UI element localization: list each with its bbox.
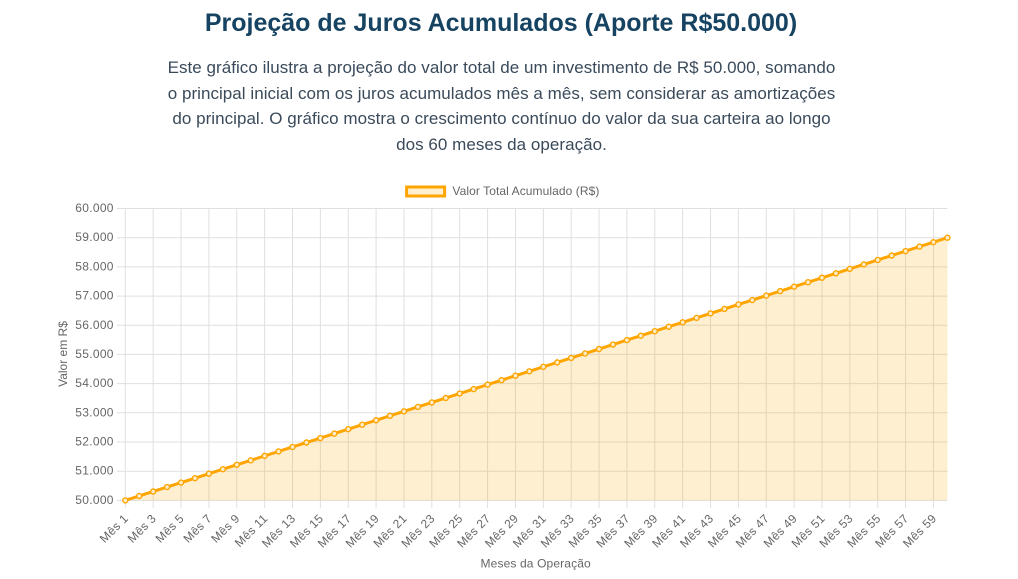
svg-text:Valor Total Acumulado (R$): Valor Total Acumulado (R$) — [452, 184, 599, 198]
svg-text:59.000: 59.000 — [75, 230, 114, 244]
svg-text:51.000: 51.000 — [75, 464, 114, 478]
svg-text:58.000: 58.000 — [75, 259, 114, 273]
svg-text:53.000: 53.000 — [75, 405, 114, 419]
svg-text:60.000: 60.000 — [75, 201, 114, 215]
svg-text:50.000: 50.000 — [75, 493, 114, 507]
svg-text:Mês 5: Mês 5 — [153, 511, 187, 545]
svg-text:57.000: 57.000 — [75, 289, 114, 303]
svg-text:54.000: 54.000 — [75, 376, 114, 390]
svg-text:Mês 3: Mês 3 — [125, 511, 159, 545]
svg-text:Valor em R$: Valor em R$ — [56, 321, 70, 387]
svg-text:55.000: 55.000 — [75, 347, 114, 361]
svg-text:Mês 1: Mês 1 — [97, 511, 131, 545]
svg-text:56.000: 56.000 — [75, 318, 114, 332]
svg-text:Mês 7: Mês 7 — [180, 511, 214, 545]
svg-text:Meses da Operação: Meses da Operação — [481, 556, 591, 570]
svg-text:52.000: 52.000 — [75, 435, 114, 449]
